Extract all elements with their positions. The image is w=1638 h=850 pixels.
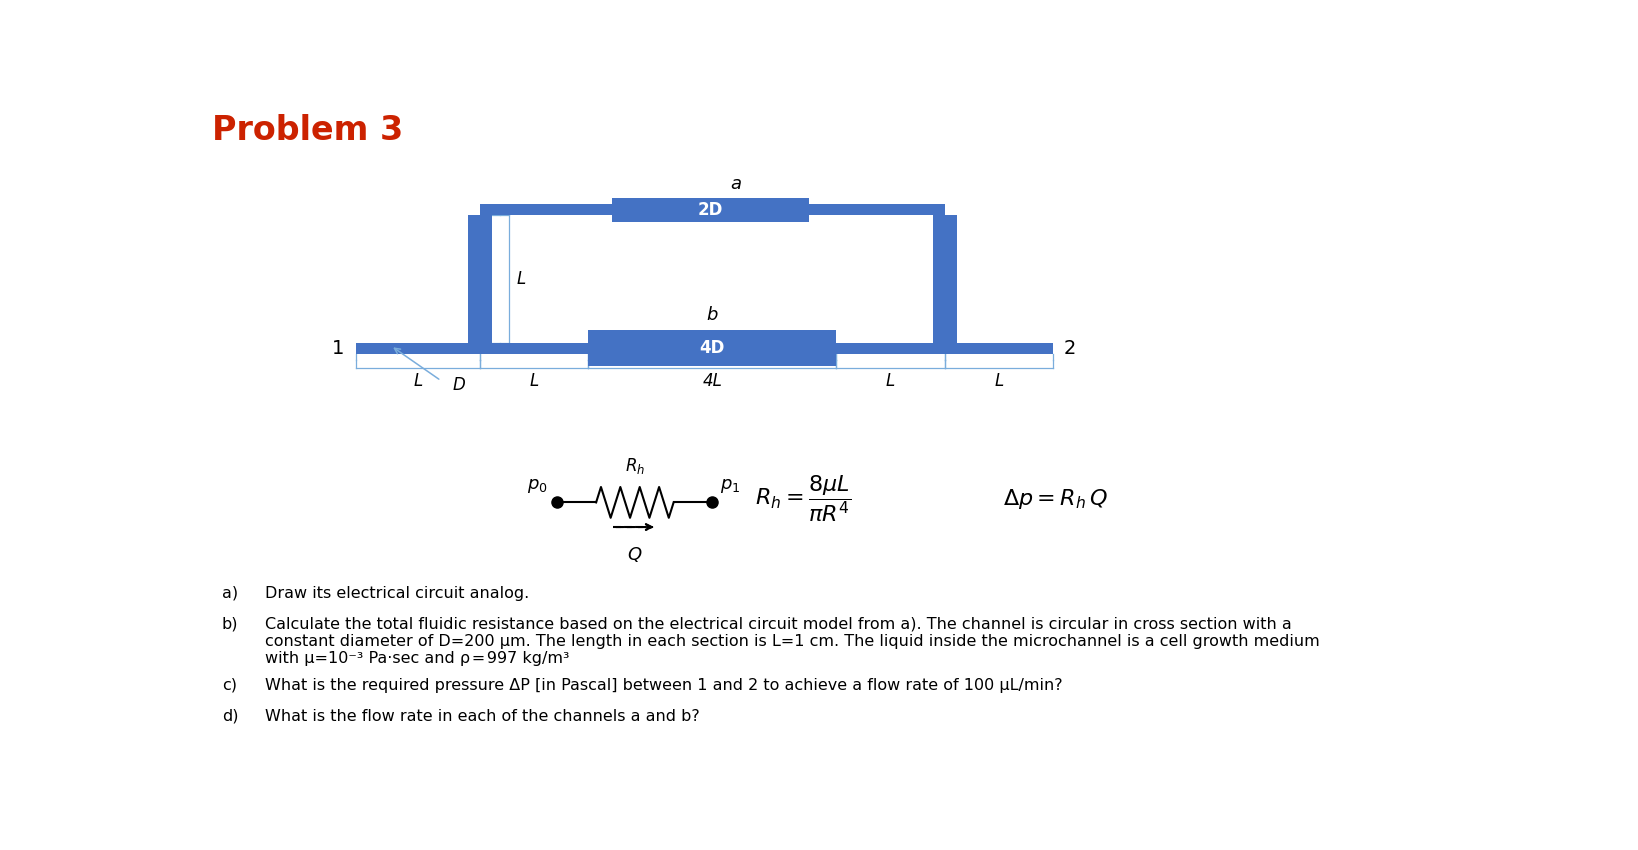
Text: Problem 3: Problem 3 <box>213 114 403 146</box>
Text: Draw its electrical circuit analog.: Draw its electrical circuit analog. <box>265 586 529 601</box>
Text: L: L <box>516 270 526 288</box>
Text: $\Delta p = R_h\,Q$: $\Delta p = R_h\,Q$ <box>1002 486 1107 511</box>
Text: a: a <box>731 175 740 193</box>
Text: 4L: 4L <box>703 372 722 390</box>
Bar <box>809 204 945 215</box>
Bar <box>355 343 480 354</box>
Text: L: L <box>413 372 423 390</box>
Text: L: L <box>994 372 1004 390</box>
Text: $p_1$: $p_1$ <box>721 477 740 495</box>
Bar <box>837 343 945 354</box>
Bar <box>611 198 809 222</box>
Text: d): d) <box>221 709 238 723</box>
Text: 2D: 2D <box>698 201 722 218</box>
Bar <box>468 215 491 343</box>
Text: Calculate the total fluidic resistance based on the electrical circuit model fro: Calculate the total fluidic resistance b… <box>265 616 1320 666</box>
Text: $R_h = \dfrac{8\mu L}{\pi R^4}$: $R_h = \dfrac{8\mu L}{\pi R^4}$ <box>755 473 852 524</box>
Bar <box>480 204 611 215</box>
Text: c): c) <box>221 678 238 693</box>
Text: 2: 2 <box>1063 339 1076 358</box>
Text: L: L <box>886 372 896 390</box>
Bar <box>480 343 588 354</box>
Text: a): a) <box>221 586 238 601</box>
Text: $R_h$: $R_h$ <box>624 456 645 476</box>
Text: b): b) <box>221 616 238 632</box>
Text: $p_0$: $p_0$ <box>527 477 549 495</box>
Text: 1: 1 <box>333 339 344 358</box>
Text: 4D: 4D <box>699 339 726 357</box>
Text: b: b <box>706 306 717 324</box>
Text: D: D <box>452 376 465 394</box>
Text: What is the flow rate in each of the channels a and b?: What is the flow rate in each of the cha… <box>265 709 699 723</box>
Text: L: L <box>529 372 539 390</box>
Bar <box>945 343 1053 354</box>
Bar <box>588 331 837 366</box>
Bar <box>934 215 957 343</box>
Text: What is the required pressure ΔP [in Pascal] between 1 and 2 to achieve a flow r: What is the required pressure ΔP [in Pas… <box>265 678 1063 693</box>
Text: $Q$: $Q$ <box>627 545 642 564</box>
